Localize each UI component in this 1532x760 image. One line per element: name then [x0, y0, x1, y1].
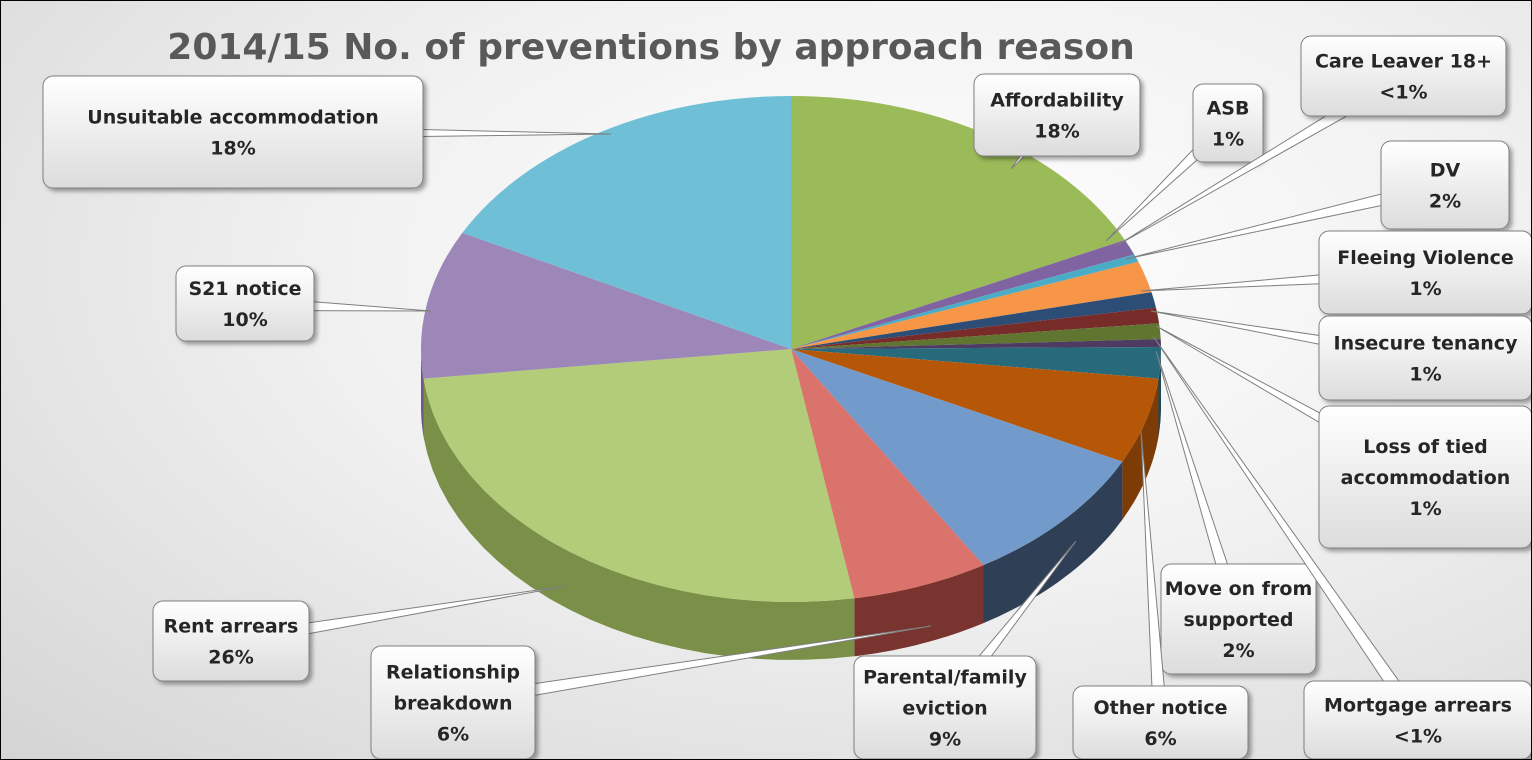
pie-slice-dv — [791, 261, 1152, 349]
callout-percent: 1% — [1409, 278, 1441, 300]
callout-label: eviction — [902, 698, 987, 720]
callout-label: Relationship — [386, 662, 520, 684]
callout-percent: 18% — [210, 138, 255, 160]
chart-title: 2014/15 No. of preventions by approach r… — [167, 27, 1134, 68]
callout-box — [853, 655, 1037, 759]
pie-slice-insecure-tenancy — [791, 307, 1160, 349]
callout-percent: 9% — [929, 729, 961, 751]
callout-label: Move on from — [1165, 578, 1313, 600]
pie-slice-loss-of-tied-accommodation — [791, 323, 1161, 349]
callout-mortgage-arrears: Mortgage arrears <1% — [1152, 335, 1531, 759]
callout-label: S21 notice — [188, 278, 301, 300]
callout-relationship-breakdown: Relationship breakdown 6% — [370, 625, 932, 759]
callout-loss-of-tied: Loss of tied accommodation 1% — [1155, 325, 1531, 549]
callout-label: Care Leaver 18+ — [1315, 51, 1492, 73]
callout-label: Loss of tied — [1363, 436, 1487, 458]
callout-group: Affordability 18% ASB 1% Care Leaver 18+ <1% D… — [42, 35, 1531, 759]
callout-parental-eviction: Parental/family eviction 9% — [853, 540, 1077, 759]
pie-slice-parental-family-eviction — [791, 349, 1123, 566]
callout-label: Insecure tenancy — [1334, 333, 1519, 355]
pie-slice-relationship-breakdown — [791, 349, 984, 599]
callout-unsuitable-accommodation: Unsuitable accommodation 18% — [42, 75, 612, 189]
callout-box — [1318, 405, 1531, 549]
callout-box — [1318, 230, 1531, 315]
pie-side-rent-arrears — [423, 378, 855, 660]
callout-fleeing-violence: Fleeing Violence 1% — [1140, 230, 1531, 315]
callout-dv: DV 2% — [1125, 140, 1510, 260]
callout-rent-arrears: Rent arrears 26% — [152, 585, 567, 682]
callout-percent: 10% — [222, 309, 267, 331]
callout-label: Fleeing Violence — [1337, 247, 1514, 269]
pie-side-move-on-from-supported — [1158, 349, 1161, 437]
callout-move-on: Move on from supported 2% — [1155, 350, 1317, 675]
pie-slice-rent-arrears — [423, 349, 855, 603]
callout-label: accommodation — [1341, 467, 1511, 489]
callout-box — [1072, 685, 1249, 759]
pie-slice-s21-notice — [420, 232, 791, 379]
callout-box — [370, 645, 536, 759]
callout-percent: 6% — [1144, 728, 1176, 750]
callout-box — [1380, 140, 1510, 230]
callout-box — [152, 600, 310, 682]
callout-label: DV — [1430, 160, 1461, 182]
pie-side-other-notice — [1122, 378, 1159, 520]
callout-asb: ASB 1% — [1105, 83, 1264, 242]
callout-label: Other notice — [1094, 697, 1228, 719]
pie-slice-affordability — [791, 96, 1125, 349]
callout-box — [1318, 315, 1531, 401]
pie-slice-fleeing-violence — [791, 292, 1156, 349]
callout-percent: 6% — [437, 724, 469, 746]
callout-label: Mortgage arrears — [1324, 695, 1512, 717]
callout-insecure-tenancy: Insecure tenancy 1% — [1150, 310, 1531, 401]
pie-side-s21-notice — [421, 349, 424, 437]
callout-box — [1160, 563, 1317, 675]
callout-percent: <1% — [1394, 726, 1442, 748]
callout-label: Parental/family — [863, 667, 1027, 689]
callout-percent: 2% — [1222, 640, 1254, 662]
callout-box — [42, 75, 424, 189]
pie-slice-care-leaver-18 — [791, 254, 1139, 349]
callout-box — [973, 73, 1141, 157]
callout-label: Affordability — [990, 90, 1124, 112]
callout-label: ASB — [1207, 98, 1250, 120]
pie-top-group — [420, 96, 1162, 603]
callout-label: Rent arrears — [164, 616, 299, 638]
pie-slice-move-on-from-supported — [791, 347, 1162, 379]
pie-side-parental-family-eviction — [983, 461, 1123, 624]
callout-label: Unsuitable accommodation — [87, 107, 378, 129]
callout-box — [1192, 83, 1264, 163]
callout-affordability: Affordability 18% — [973, 73, 1141, 170]
callout-percent: 1% — [1409, 364, 1441, 386]
callout-percent: <1% — [1379, 82, 1427, 104]
pie-slice-unsuitable-accommodation — [462, 96, 791, 349]
callout-box — [1300, 35, 1507, 117]
pie-slice-other-notice — [791, 349, 1159, 462]
pie-slice-asb — [791, 240, 1135, 349]
callout-other-notice: Other notice 6% — [1072, 430, 1249, 759]
callout-percent: 1% — [1212, 129, 1244, 151]
callout-box — [1303, 680, 1531, 759]
callout-percent: 18% — [1034, 121, 1079, 143]
callout-percent: 1% — [1409, 498, 1441, 520]
callout-label: breakdown — [393, 693, 512, 715]
callout-percent: 2% — [1429, 191, 1461, 213]
pie-slice-mortgage-arrears — [791, 339, 1161, 349]
callout-box — [175, 265, 315, 342]
callout-care-leaver: Care Leaver 18+ <1% — [1115, 35, 1507, 247]
callout-s21-notice: S21 notice 10% — [175, 265, 432, 342]
callout-label: supported — [1183, 609, 1293, 631]
callout-percent: 26% — [208, 647, 253, 669]
